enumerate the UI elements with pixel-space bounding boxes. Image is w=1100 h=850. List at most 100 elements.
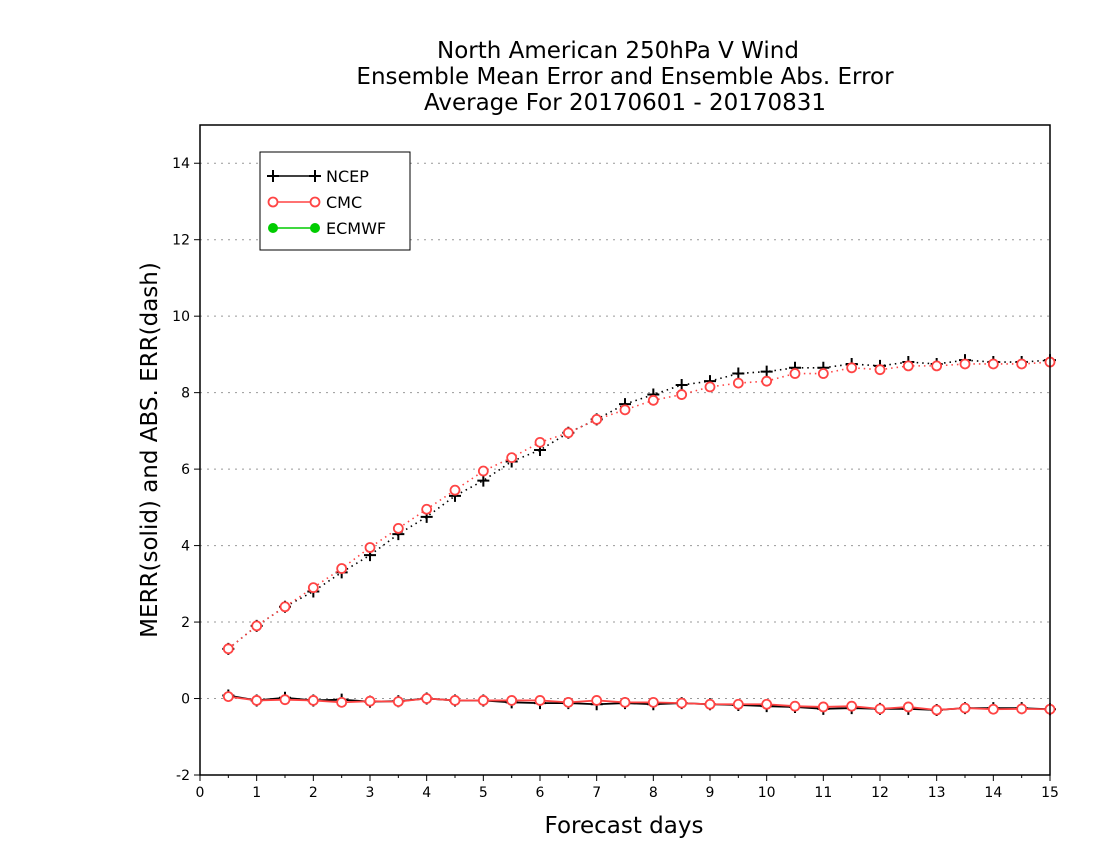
cmc-mean-err-point — [591, 695, 603, 706]
cmc-abs-err-point — [477, 465, 489, 477]
cmc-abs-err-point — [789, 368, 801, 379]
cmc-mean-err-point — [931, 704, 943, 716]
y-tick-label: 4 — [181, 539, 190, 555]
y-tick-label: 6 — [181, 462, 190, 478]
title-line-3: Average For 20170601 - 20170831 — [424, 90, 826, 116]
cmc-abs-err-point — [959, 358, 971, 370]
x-tick-label: 5 — [479, 785, 488, 801]
x-tick-label: 1 — [252, 785, 261, 801]
cmc-abs-err-point — [704, 381, 716, 393]
cmc-abs-err-point — [676, 389, 688, 400]
cmc-mean-err-point — [477, 695, 489, 706]
x-tick-label: 11 — [814, 785, 832, 801]
x-tick-label: 12 — [871, 785, 889, 801]
series-cmc — [222, 356, 1056, 716]
cmc-abs-err-point — [647, 394, 659, 406]
plot-frame — [199, 124, 1051, 776]
grid-lines — [200, 162, 1050, 776]
cmc-abs-err-point — [534, 436, 546, 448]
cmc-abs-err-point — [817, 368, 829, 379]
legend-label: ECMWF — [326, 219, 386, 238]
cmc-mean-err-point — [562, 696, 574, 708]
cmc-abs-err-point — [506, 452, 518, 464]
x-axis-label: Forecast days — [545, 813, 704, 839]
x-tick-label: 13 — [928, 785, 946, 801]
legend-marker — [268, 223, 278, 233]
legend-box — [259, 151, 411, 251]
cmc-abs-err-point — [761, 375, 773, 387]
legend-label: CMC — [326, 193, 362, 212]
cmc-mean-err-point — [874, 703, 886, 715]
title-line-1: North American 250hPa V Wind — [437, 38, 799, 64]
cmc-mean-err-point — [676, 697, 688, 709]
ncep-abs-err-point — [732, 367, 745, 380]
cmc-abs-err-point — [336, 563, 348, 574]
cmc-mean-err-point — [449, 695, 461, 706]
cmc-mean-err-point — [364, 695, 376, 707]
ncep-abs-err-line — [227, 359, 1051, 650]
cmc-abs-err-point — [392, 522, 404, 534]
cmc-mean-err-point — [1016, 703, 1028, 715]
legend-marker — [309, 170, 321, 182]
cmc-abs-err-point — [591, 414, 603, 425]
cmc-abs-err-point — [449, 484, 461, 496]
y-tick-label: 0 — [181, 692, 190, 708]
x-tick-label: 15 — [1041, 785, 1059, 801]
legend-marker — [267, 170, 279, 182]
x-tick-label: 8 — [649, 785, 658, 801]
legend-marker — [267, 196, 279, 208]
cmc-abs-err-point — [279, 601, 291, 613]
x-tick-label: 7 — [592, 785, 601, 801]
y-tick-label: 2 — [181, 615, 190, 631]
ncep-abs-err-point — [760, 365, 773, 378]
cmc-abs-err-point — [874, 364, 886, 376]
y-tick-label: 10 — [172, 309, 190, 325]
x-tick-label: 2 — [309, 785, 318, 801]
cmc-mean-err-point — [761, 698, 773, 710]
cmc-mean-err-point — [959, 702, 971, 714]
x-tick-label: 10 — [758, 785, 776, 801]
cmc-mean-err-point — [222, 691, 234, 703]
cmc-abs-err-point — [931, 360, 943, 372]
cmc-mean-err-point — [846, 700, 858, 712]
cmc-abs-err-point — [1016, 358, 1028, 370]
cmc-mean-err-point — [789, 700, 801, 712]
legend-label: NCEP — [326, 167, 369, 186]
cmc-mean-err-point — [987, 703, 999, 715]
cmc-abs-err-point — [846, 362, 858, 374]
x-tick-label: 9 — [706, 785, 715, 801]
cmc-mean-err-point — [506, 695, 518, 706]
x-tick-label: 3 — [366, 785, 375, 801]
cmc-mean-err-point — [817, 701, 829, 713]
cmc-abs-err-point — [364, 542, 376, 553]
cmc-mean-err-point — [336, 696, 348, 708]
x-tick-label: 14 — [984, 785, 1002, 801]
cmc-abs-err-point — [421, 503, 433, 515]
ncep-abs-err-point — [477, 474, 490, 487]
cmc-abs-err-point — [307, 582, 319, 594]
cmc-abs-err-point — [251, 620, 263, 632]
legend: NCEP CMC ECMWF — [259, 151, 411, 251]
cmc-mean-err-point — [647, 696, 659, 708]
x-tick-label: 0 — [196, 785, 205, 801]
series-layer — [222, 354, 1056, 716]
y-tick-label: -2 — [176, 768, 190, 784]
cmc-mean-err-point — [619, 696, 631, 708]
x-tick-label: 6 — [536, 785, 545, 801]
title-line-2: Ensemble Mean Error and Ensemble Abs. Er… — [356, 64, 894, 90]
y-axis-label: MERR(solid) and ABS. ERR(dash) — [137, 262, 163, 638]
cmc-abs-err-point — [222, 643, 234, 655]
cmc-abs-err-point — [562, 427, 574, 439]
cmc-abs-err-point — [902, 360, 914, 372]
cmc-abs-err-point — [732, 377, 744, 389]
x-tick-label: 4 — [422, 785, 431, 801]
cmc-mean-err-point — [704, 698, 716, 710]
cmc-mean-err-point — [307, 695, 319, 706]
ncep-abs-err-point — [675, 379, 688, 391]
chart-title: North American 250hPa V Wind Ensemble Me… — [356, 38, 894, 116]
series-ncep — [222, 354, 1056, 716]
y-tick-label: 12 — [172, 233, 190, 249]
cmc-mean-err-point — [251, 695, 263, 706]
